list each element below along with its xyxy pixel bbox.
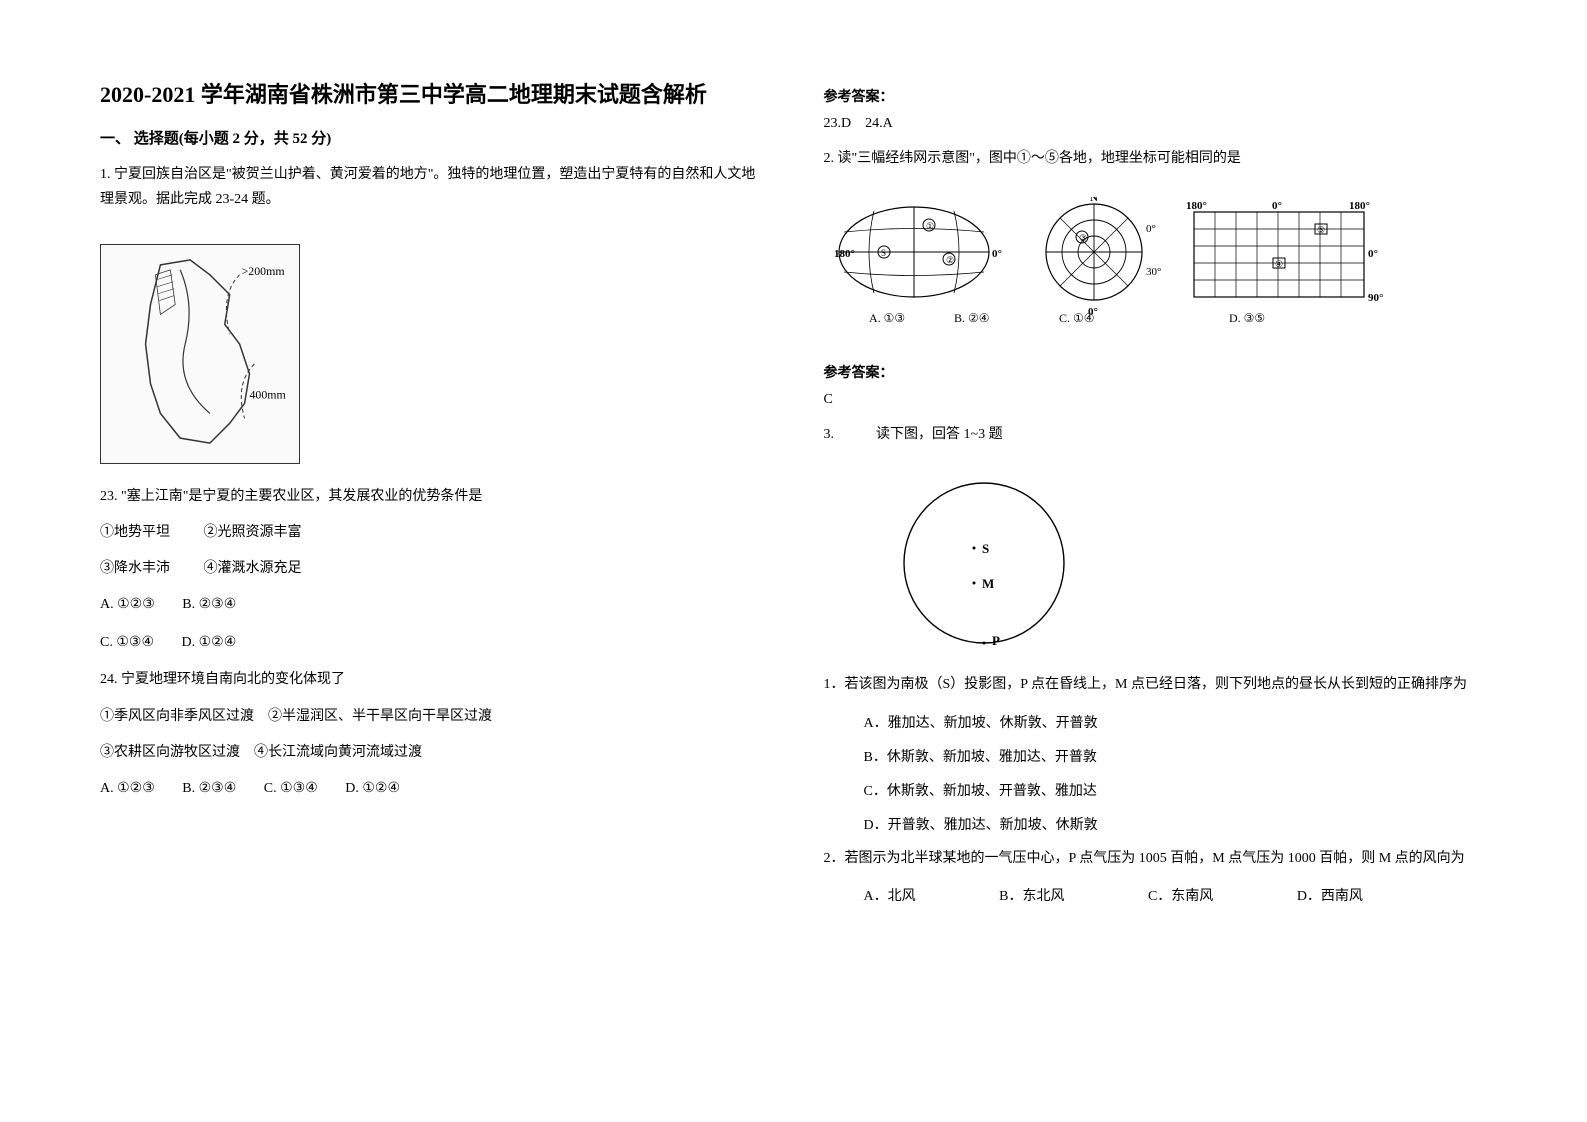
sub24-opt-d: D. ①②④ — [345, 775, 400, 803]
answer-label-1: 参考答案： — [824, 86, 1488, 106]
q1-sub23-opts-ab: A. ①②③ B. ②③④ — [100, 591, 764, 619]
q3-stem: 3. 读下图，回答 1~3 题 — [824, 422, 1488, 447]
sub23-cond3: ③降水丰沛 — [100, 555, 170, 583]
sub24-opt-a: A. ①②③ — [100, 775, 155, 803]
q3-sub2-opt-b: B．东北风 — [999, 883, 1064, 911]
answer-label-2: 参考答案： — [824, 362, 1488, 382]
q2-stem: 2. 读"三幅经纬网示意图"，图中①～⑤各地，地理坐标可能相同的是 — [824, 146, 1488, 171]
sub24-opt-c: C. ①③④ — [264, 775, 318, 803]
q1-sub24-line2: ③农耕区向游牧区过渡 ④长江流域向黄河流域过渡 — [100, 739, 764, 767]
circle-smp-figure: S M P — [884, 473, 1488, 658]
sub23-opt-a: A. ①②③ — [100, 591, 155, 619]
answer-1: 23.D 24.A — [824, 116, 1488, 132]
q3-sub2-opt-d: D．西南风 — [1297, 883, 1363, 911]
svg-text:180°: 180° — [834, 248, 855, 260]
right-column: 参考答案： 23.D 24.A 2. 读"三幅经纬网示意图"，图中①～⑤各地，地… — [824, 80, 1488, 1042]
svg-text:P: P — [992, 633, 1000, 648]
q3-sub1-opt-b: B．休斯敦、新加坡、雅加达、开普敦 — [864, 744, 1488, 772]
q3-sub1-opt-d: D．开普敦、雅加达、新加坡、休斯敦 — [864, 812, 1488, 840]
svg-text:0°: 0° — [1368, 248, 1378, 260]
sub23-opt-d: D. ①②④ — [182, 629, 237, 657]
sub23-cond4: ④灌溉水源充足 — [204, 555, 302, 583]
svg-text:①: ① — [926, 221, 934, 231]
q1-sub24-line1: ①季风区向非季风区过渡 ②半湿润区、半干旱区向干旱区过渡 — [100, 703, 764, 731]
svg-text:M: M — [982, 576, 994, 591]
q1-sub24-text: 24. 宁夏地理环境自南向北的变化体现了 — [100, 667, 764, 692]
svg-text:S: S — [982, 541, 989, 556]
svg-text:90°: 90° — [1368, 292, 1383, 304]
q1-stem: 1. 宁夏回族自治区是"被贺兰山护着、黄河爱着的地方"。独特的地理位置，塑造出宁… — [100, 162, 764, 212]
svg-text:N: N — [1090, 197, 1098, 204]
exam-title: 2020-2021 学年湖南省株洲市第三中学高二地理期末试题含解析 — [100, 80, 764, 111]
q3-sub2-opts: A．北风 B．东北风 C．东南风 D．西南风 — [864, 883, 1488, 911]
svg-text:0°: 0° — [1272, 200, 1282, 212]
section-1-header: 一、 选择题(每小题 2 分，共 52 分) — [100, 127, 764, 148]
q3-sub1-text: 1．若该图为南极（S）投影图，P 点在昏线上，M 点已经日落，则下列地点的昼长从… — [824, 672, 1488, 697]
q1-sub24-opts: A. ①②③ B. ②③④ C. ①③④ D. ①②④ — [100, 775, 764, 803]
svg-text:②: ② — [946, 255, 954, 265]
svg-text:C. ①④: C. ①④ — [1059, 311, 1095, 325]
q1-sub23-text: 23. "塞上江南"是宁夏的主要农业区，其发展农业的优势条件是 — [100, 484, 764, 509]
svg-text:⑤: ⑤ — [1317, 225, 1325, 235]
q1-sub23-opts-cd: C. ①③④ D. ①②④ — [100, 629, 764, 657]
label-200mm: >200mm — [242, 264, 286, 278]
q3-sub2-opt-c: C．东南风 — [1148, 883, 1213, 911]
sub23-opt-c: C. ①③④ — [100, 629, 154, 657]
svg-text:180°: 180° — [1349, 200, 1370, 212]
sub23-opt-b: B. ②③④ — [182, 591, 236, 619]
ningxia-map: >200mm 400mm — [100, 244, 300, 464]
svg-text:A. ①③: A. ①③ — [869, 311, 905, 325]
svg-text:180°: 180° — [1186, 200, 1207, 212]
q3-sub2-opt-a: A．北风 — [864, 883, 916, 911]
svg-text:④: ④ — [1275, 259, 1283, 269]
q3-sub2-text: 2．若图示为北半球某地的一气压中心，P 点气压为 1005 百帕，M 点气压为 … — [824, 846, 1488, 871]
svg-text:S: S — [881, 248, 886, 258]
answer-2: C — [824, 392, 1488, 408]
q3-sub1-opt-c: C．休斯敦、新加坡、开普敦、雅加达 — [864, 778, 1488, 806]
graticule-figure: ① S ② 180° 0° A. ①③ B. ②④ ③ N 0° 30° — [824, 197, 1488, 342]
svg-text:30°: 30° — [1146, 266, 1161, 278]
svg-text:0°: 0° — [1146, 223, 1156, 235]
svg-text:B. ②④: B. ②④ — [954, 311, 990, 325]
sub24-opt-b: B. ②③④ — [182, 775, 236, 803]
svg-text:0°: 0° — [992, 248, 1002, 260]
label-400mm: 400mm — [250, 388, 287, 402]
q3-sub1-opt-a: A．雅加达、新加坡、休斯敦、开普敦 — [864, 710, 1488, 738]
svg-text:③: ③ — [1079, 233, 1087, 243]
q1-sub23-line2: ③降水丰沛 ④灌溉水源充足 — [100, 555, 764, 583]
sub23-cond2: ②光照资源丰富 — [204, 519, 302, 547]
left-column: 2020-2021 学年湖南省株洲市第三中学高二地理期末试题含解析 一、 选择题… — [100, 80, 764, 1042]
sub23-cond1: ①地势平坦 — [100, 519, 170, 547]
svg-text:D. ③⑤: D. ③⑤ — [1229, 311, 1265, 325]
q1-sub23-line1: ①地势平坦 ②光照资源丰富 — [100, 519, 764, 547]
